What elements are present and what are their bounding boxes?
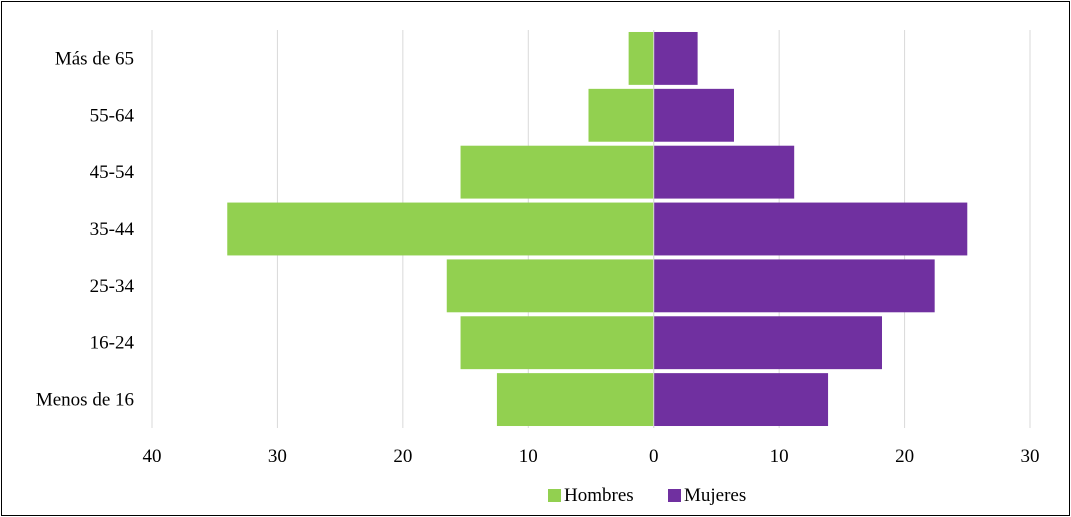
bar-mujeres-0 [653,373,829,427]
bar-mujeres-1 [653,316,882,370]
category-label-3: 35-44 [90,219,135,240]
legend-label-mujeres: Mujeres [684,485,746,506]
bar-mujeres-3 [653,202,968,256]
category-label-2: 25-34 [90,276,135,297]
bar-mujeres-4 [653,145,795,199]
category-label-1: 16-24 [90,333,135,354]
x-tick-labels: 40 30 20 10 0 10 20 30 [143,446,1040,467]
category-label-5: 55-64 [90,105,135,126]
legend-swatch-hombres [548,489,561,502]
bar-hombres-6 [628,31,654,85]
legend-swatch-mujeres [668,489,681,502]
bar-hombres-1 [460,316,654,370]
legend: Hombres Mujeres [548,485,746,506]
bar-hombres-2 [446,259,654,313]
x-tick-label-0: 40 [143,446,162,467]
bar-mujeres-5 [653,88,734,142]
bar-hombres-5 [588,88,654,142]
x-tick-label-7: 30 [1021,446,1040,467]
x-tick-label-1: 30 [268,446,287,467]
bar-hombres-3 [227,202,654,256]
x-tick-label-6: 20 [895,446,914,467]
bar-hombres-0 [496,373,654,427]
bar-mujeres-6 [653,31,698,85]
category-label-4: 45-54 [90,162,135,183]
bar-hombres-4 [460,145,654,199]
x-tick-label-3: 10 [519,446,538,467]
x-tick-label-2: 20 [393,446,412,467]
category-label-0: Menos de 16 [36,390,134,411]
x-tick-label-4: 0 [649,446,659,467]
x-tick-label-5: 10 [770,446,789,467]
legend-label-hombres: Hombres [564,485,634,506]
bar-mujeres-2 [653,259,935,313]
bars [227,30,968,428]
category-labels: Menos de 16 16-24 25-34 35-44 45-54 55-64 Más … [36,48,135,410]
category-label-6: Más de 65 [55,48,134,69]
